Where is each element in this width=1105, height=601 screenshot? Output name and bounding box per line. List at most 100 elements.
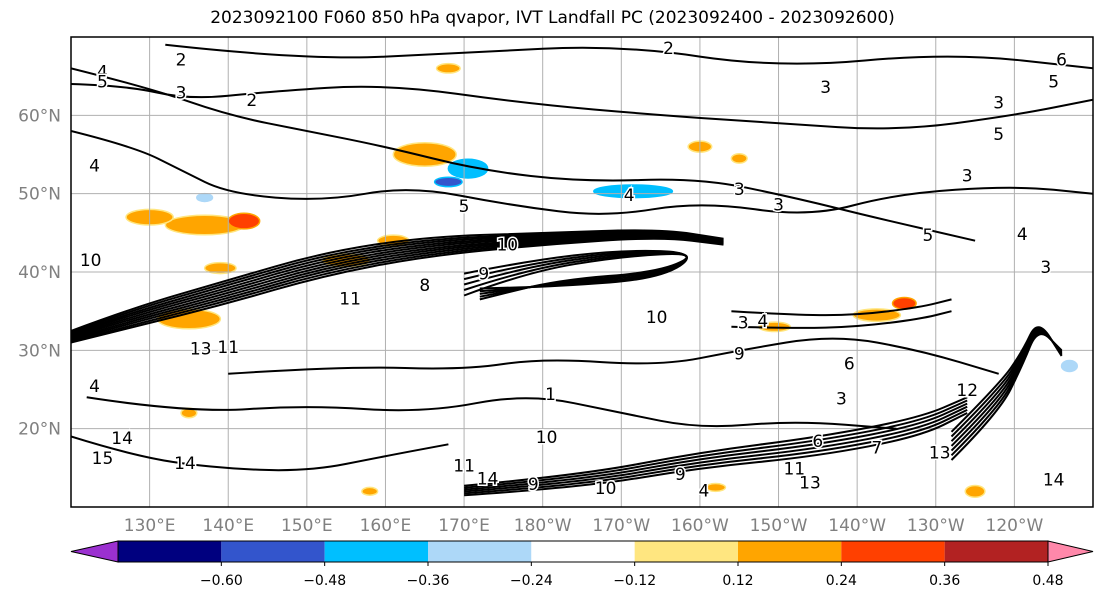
y-tick-label: 60°N	[18, 106, 61, 126]
x-tick-label: 180°W	[514, 516, 572, 536]
contour-line	[71, 233, 724, 337]
x-tick-label: 120°W	[986, 516, 1044, 536]
contour-label: 10	[595, 479, 617, 499]
contour-line	[731, 310, 952, 329]
colorbar-tick-label: 0.12	[722, 573, 753, 589]
contour-label: 4	[624, 186, 635, 206]
contour-label: 12	[956, 381, 978, 401]
contour-label: 5	[97, 72, 108, 92]
contour-line	[71, 234, 724, 339]
contour-label: 14	[1043, 470, 1065, 490]
contour-label: 11	[339, 289, 361, 309]
shaded-region	[227, 212, 261, 230]
colorbar-segment	[221, 541, 325, 562]
colorbar-segment	[841, 541, 945, 562]
contour-label: 9	[478, 264, 489, 284]
contour-label: 6	[844, 354, 855, 374]
contour-line	[71, 229, 724, 332]
contour-label: 11	[453, 456, 475, 476]
contour-line	[71, 67, 976, 242]
colorbar-segment	[634, 541, 738, 562]
colorbar-tick-label: −0.48	[303, 573, 346, 589]
contour-line	[950, 327, 1063, 438]
contour-line	[950, 333, 1063, 461]
contour-line	[950, 332, 1063, 457]
contour-label: 6	[1056, 51, 1067, 71]
contour-label: 14	[111, 429, 133, 449]
contour-label: 4	[89, 377, 100, 397]
colorbar-segment	[531, 541, 635, 562]
y-axis-ticks: 20°N 30°N 40°N 50°N 60°N	[18, 106, 61, 439]
contour-label: 9	[675, 465, 686, 485]
contour-line	[463, 249, 688, 290]
contour-line	[950, 331, 1063, 452]
x-tick-label: 170°W	[592, 516, 650, 536]
x-tick-label: 140°W	[828, 516, 886, 536]
contour-label: 4	[97, 62, 108, 82]
contour-line	[950, 329, 1063, 447]
x-tick-label: 170°E	[438, 516, 490, 536]
contour-label: 10	[80, 251, 102, 271]
contour-label: 3	[738, 314, 749, 334]
contour-label: 7	[871, 438, 882, 458]
contour-label: 4	[89, 156, 100, 176]
colorbar-extend-left	[70, 540, 119, 563]
contour-label: 3	[773, 195, 784, 215]
contour-label: 10	[536, 428, 558, 448]
map-border	[70, 36, 1094, 508]
contour-label: 5	[922, 226, 933, 246]
x-tick-label: 140°E	[202, 516, 254, 536]
colorbar-segment	[428, 541, 532, 562]
contour-line	[71, 232, 724, 336]
x-tick-label: 160°W	[671, 516, 729, 536]
contour-label: 2	[246, 91, 257, 111]
contour-label: 3	[993, 94, 1004, 114]
contour-label: 5	[1048, 72, 1059, 92]
contour-label: 2	[176, 51, 187, 71]
ivt-contours	[71, 43, 1093, 497]
contour-label: 3	[836, 390, 847, 410]
contour-label: 10	[646, 308, 668, 328]
contour-line	[86, 396, 897, 430]
contour-label: 13	[190, 340, 212, 360]
chart-title: 2023092100 F060 850 hPa qvapor, IVT Land…	[210, 8, 895, 28]
y-tick-label: 40°N	[18, 263, 61, 283]
colorbar-border	[117, 540, 1049, 563]
colorbar-tick-label: −0.12	[613, 573, 656, 589]
colorbar-tick-label: 0.36	[929, 573, 960, 589]
contour-label: 4	[1017, 225, 1028, 245]
contour-line	[950, 328, 1063, 442]
colorbar-tick-label: −0.36	[407, 573, 450, 589]
contour-label: 13	[929, 444, 951, 464]
contour-line	[71, 237, 724, 344]
x-tick-label: 130°W	[907, 516, 965, 536]
shaded-region	[593, 184, 674, 199]
contour-label: 15	[92, 449, 114, 469]
x-tick-label: 130°E	[124, 516, 176, 536]
contour-line	[71, 130, 1093, 215]
shaded-region	[730, 152, 748, 164]
colorbar-extend-right	[1047, 540, 1094, 563]
contour-line	[464, 408, 968, 495]
shaded-region	[435, 62, 461, 74]
y-tick-label: 50°N	[18, 185, 61, 205]
x-axis-ticks: 130°E 140°E 150°E 160°E 170°E 180°W 170°W 160°W…	[124, 516, 1044, 536]
contour-label: 3	[1040, 258, 1051, 278]
contour-line	[464, 399, 968, 489]
contour-line	[71, 235, 724, 341]
contour-label: 11	[783, 459, 805, 479]
contour-line	[228, 337, 999, 375]
contour-label: 14	[174, 454, 196, 474]
shaded-region	[361, 486, 379, 497]
colorbar-segment	[944, 541, 1048, 562]
shaded-region	[1060, 359, 1079, 373]
contour-line	[464, 412, 968, 497]
contour-label: 4	[698, 481, 709, 501]
contour-label: 3	[962, 166, 973, 186]
contour-label: 9	[528, 475, 539, 495]
contour-label: 10	[496, 235, 518, 255]
shaded-region	[196, 192, 214, 203]
contour-line	[71, 435, 449, 472]
